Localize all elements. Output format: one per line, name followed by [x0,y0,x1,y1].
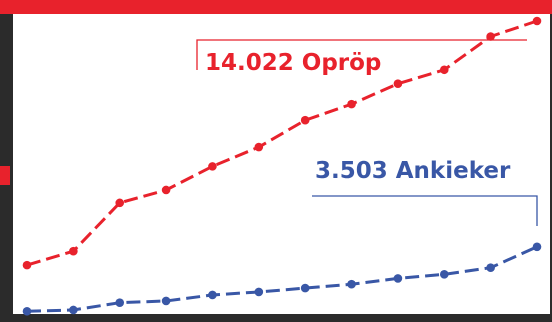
data-point-1-9 [439,270,449,279]
data-point-1-5 [254,287,264,297]
data-point-1-1 [69,305,78,315]
red-callout-bracket [196,39,527,70]
data-point-0-0 [22,260,32,270]
data-point-1-10 [486,263,495,272]
data-point-0-4 [208,162,217,171]
chart-panel [13,14,550,314]
data-point-1-11 [532,242,542,252]
data-point-0-1 [69,246,78,256]
data-point-1-4 [208,290,217,300]
blue-callout-bracket [312,195,538,226]
data-point-0-6 [300,115,310,125]
data-point-0-5 [254,142,264,152]
data-point-0-9 [439,65,449,75]
data-point-1-6 [300,283,310,293]
red-callout-label: 14.022 Opröp [205,50,381,76]
data-point-0-10 [486,32,495,41]
data-point-0-2 [115,198,125,208]
data-point-1-7 [347,279,356,289]
data-point-0-3 [161,185,171,195]
data-point-0-7 [347,99,356,109]
data-point-0-8 [393,79,403,89]
blue-callout-label: 3.503 Ankieker [315,158,511,184]
data-point-0-11 [532,16,542,26]
series-line-1 [26,245,538,313]
data-point-1-2 [115,298,125,307]
top-accent-stripe [0,0,552,14]
data-point-1-3 [161,296,171,306]
data-point-1-8 [393,274,403,283]
series-line-0 [26,19,538,267]
data-point-1-0 [22,306,32,316]
side-accent-stripe [0,166,10,185]
series-layer [22,16,542,316]
